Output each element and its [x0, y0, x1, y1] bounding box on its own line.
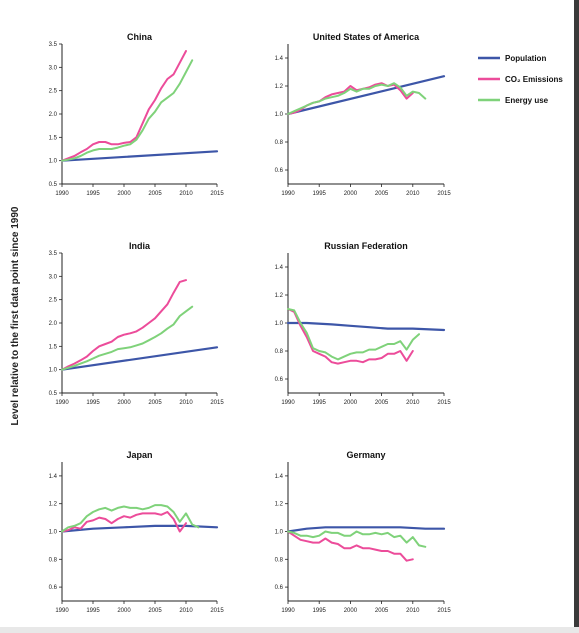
x-tick-label: 2000: [344, 191, 358, 197]
x-tick-label: 1995: [313, 400, 327, 406]
y-tick-label: 1.2: [275, 84, 284, 90]
x-tick-label: 2010: [179, 608, 193, 614]
frame-bottom: [0, 627, 579, 633]
x-tick-label: 2010: [179, 400, 193, 406]
x-tick-label: 2010: [406, 191, 420, 197]
y-tick-label: 1.0: [49, 530, 58, 536]
x-tick-label: 2015: [210, 400, 224, 406]
y-tick-label: 0.6: [275, 377, 284, 383]
y-tick-label: 0.8: [49, 557, 58, 563]
x-tick-label: 2015: [437, 400, 451, 406]
x-tick-label: 1995: [313, 608, 327, 614]
y-tick-label: 1.4: [49, 474, 58, 480]
x-tick-label: 2015: [210, 191, 224, 197]
y-tick-label: 1.0: [275, 530, 284, 536]
y-tick-label: 3.0: [49, 65, 58, 71]
y-tick-label: 2.0: [49, 321, 58, 327]
y-tick-label: 0.6: [275, 168, 284, 174]
x-tick-label: 1990: [55, 191, 69, 197]
frame-edge: [574, 0, 579, 633]
x-tick-label: 1995: [86, 400, 100, 406]
series-line-co-emissions: [288, 309, 413, 364]
panel-title: Japan: [126, 450, 152, 460]
y-axis-label: Level relative to the first data point s…: [10, 206, 21, 425]
y-tick-label: 0.6: [275, 585, 284, 591]
y-tick-label: 1.0: [49, 159, 58, 165]
panel-title: India: [129, 241, 151, 251]
x-tick-label: 2015: [437, 608, 451, 614]
x-tick-label: 1990: [55, 400, 69, 406]
x-tick-label: 2000: [117, 608, 131, 614]
y-tick-label: 2.5: [49, 89, 58, 95]
y-tick-label: 1.0: [275, 112, 284, 118]
panel-germany: Germany 0.6 0.8 1.0 1.2 1.4 1990 1995 2000 2005 20…: [275, 450, 452, 614]
y-tick-label: 1.4: [275, 56, 284, 62]
x-tick-label: 2000: [117, 191, 131, 197]
x-tick-label: 2005: [375, 191, 389, 197]
y-tick-label: 3.5: [49, 42, 58, 48]
y-tick-label: 0.5: [49, 182, 58, 188]
x-tick-label: 1995: [86, 608, 100, 614]
y-tick-label: 3.0: [49, 274, 58, 280]
x-tick-label: 2000: [344, 608, 358, 614]
x-tick-label: 1995: [313, 191, 327, 197]
x-tick-label: 2005: [148, 400, 162, 406]
y-tick-label: 0.8: [275, 140, 284, 146]
y-tick-label: 1.2: [275, 293, 284, 299]
panel-title: China: [127, 32, 153, 42]
x-tick-label: 1990: [281, 191, 295, 197]
y-tick-label: 1.5: [49, 135, 58, 141]
x-tick-label: 2000: [344, 400, 358, 406]
x-tick-label: 2015: [437, 191, 451, 197]
panel-russian-federation: Russian Federation 0.6 0.8 1.0 1.2 1.4 1990 199…: [275, 241, 452, 406]
legend: Population CO₂ Emissions Energy use: [478, 54, 563, 105]
y-tick-label: 1.2: [49, 502, 58, 508]
series-line-population: [288, 323, 444, 330]
x-tick-label: 1990: [281, 400, 295, 406]
x-tick-label: 2000: [117, 400, 131, 406]
x-tick-label: 1995: [86, 191, 100, 197]
y-tick-label: 1.5: [49, 344, 58, 350]
x-tick-label: 2010: [179, 191, 193, 197]
series-line-population: [62, 526, 217, 532]
series-line-co-emissions: [62, 51, 186, 161]
y-tick-label: 1.4: [275, 474, 284, 480]
y-tick-label: 1.0: [275, 321, 284, 327]
x-tick-label: 1990: [55, 608, 69, 614]
y-tick-label: 3.5: [49, 251, 58, 257]
panel-title: Russian Federation: [324, 241, 408, 251]
legend-label-energy-use: Energy use: [505, 96, 549, 105]
panel-title: Germany: [346, 450, 385, 460]
y-tick-label: 1.2: [275, 502, 284, 508]
legend-label-co-emissions: CO₂ Emissions: [505, 75, 563, 84]
x-tick-label: 1990: [281, 608, 295, 614]
y-tick-label: 0.8: [275, 557, 284, 563]
panel-japan: Japan 0.6 0.8 1.0 1.2 1.4 1990 1995 2000 2005 2010…: [49, 450, 225, 614]
y-tick-label: 2.0: [49, 112, 58, 118]
x-tick-label: 2005: [375, 400, 389, 406]
y-tick-label: 2.5: [49, 298, 58, 304]
x-tick-label: 2005: [375, 608, 389, 614]
y-tick-label: 0.5: [49, 391, 58, 397]
x-tick-label: 2005: [148, 608, 162, 614]
x-tick-label: 2010: [406, 400, 420, 406]
x-tick-label: 2005: [148, 191, 162, 197]
series-line-co-emissions: [62, 280, 186, 370]
x-tick-label: 2010: [406, 608, 420, 614]
panel-china: China 0.5 1.0 1.5 2.0 2.5 3.0 3.5 1990 1995 2000 20…: [49, 32, 225, 197]
y-tick-label: 0.8: [275, 349, 284, 355]
panel-united-states-of-america: United States of America 0.6 0.8 1.0 1.2 1.4 1…: [275, 32, 452, 197]
legend-label-population: Population: [505, 54, 546, 63]
panel-title: United States of America: [313, 32, 420, 42]
series-line-population: [288, 527, 444, 531]
panel-india: India 0.5 1.0 1.5 2.0 2.5 3.0 3.5 1990 1995 2000 20…: [49, 241, 225, 406]
y-tick-label: 1.4: [275, 265, 284, 271]
y-tick-label: 0.6: [49, 585, 58, 591]
x-tick-label: 2015: [210, 608, 224, 614]
y-tick-label: 1.0: [49, 368, 58, 374]
